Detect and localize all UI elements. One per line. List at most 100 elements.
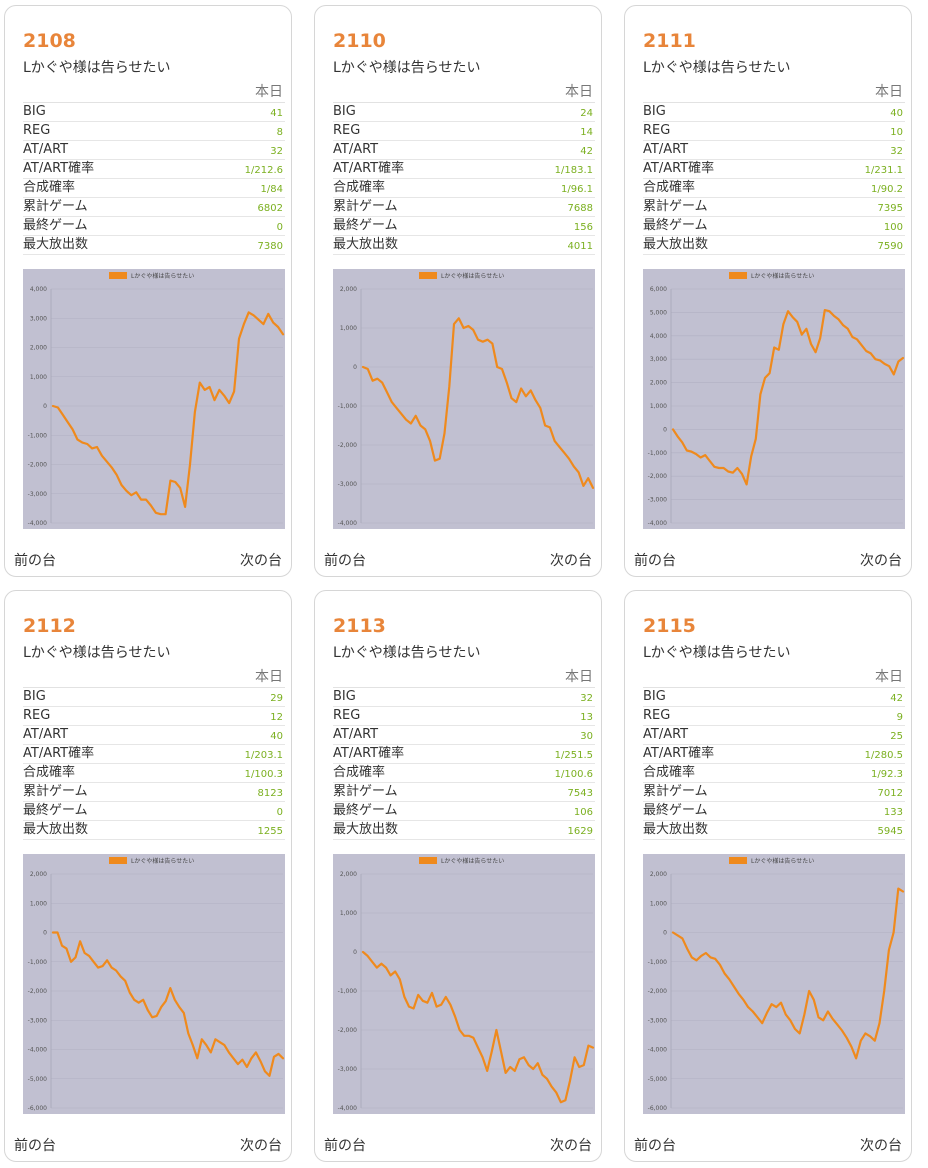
prev-machine-link[interactable]: 前の台 xyxy=(14,553,56,569)
stat-row: 合成確率 1/90.2 xyxy=(643,179,905,198)
stat-row: REG 12 xyxy=(23,707,285,726)
stat-value: 106 xyxy=(573,807,593,818)
stat-label: REG xyxy=(23,708,51,723)
stat-row: AT/ART 32 xyxy=(23,141,285,160)
stat-row: BIG 29 xyxy=(23,688,285,707)
stat-label: BIG xyxy=(643,104,666,119)
y-tick-label: -6,000 xyxy=(648,1105,668,1112)
stat-value: 9 xyxy=(896,712,903,723)
stat-label: AT/ART xyxy=(23,142,69,157)
stats-table: 本日 BIG 40 REG 10 AT/ART 32 AT/ART確率 1/231.1 合成確率… xyxy=(643,82,905,255)
stat-value: 7380 xyxy=(257,241,283,252)
stat-label: 合成確率 xyxy=(23,180,76,195)
prev-machine-link[interactable]: 前の台 xyxy=(634,553,676,569)
slump-chart: 2,000 1,000 0 -1,000 -2,000 -3,000 -4,000 Lかぐや様… xyxy=(333,269,595,529)
stat-value: 1/231.1 xyxy=(864,165,903,176)
stat-value: 32 xyxy=(890,146,903,157)
y-tick-label: -5,000 xyxy=(648,1076,668,1083)
stat-label: 最終ゲーム xyxy=(643,218,708,233)
chart-svg: 6,000 5,000 4,000 3,000 2,000 1,000 0 -1,000 -2,… xyxy=(643,269,905,529)
machine-name: Lかぐや様は告らせたい xyxy=(643,645,791,661)
stat-value: 25 xyxy=(890,731,903,742)
next-machine-link[interactable]: 次の台 xyxy=(550,553,592,569)
stat-row: REG 14 xyxy=(333,122,595,141)
stat-label: BIG xyxy=(23,104,46,119)
y-tick-label: 2,000 xyxy=(650,380,667,387)
machine-number[interactable]: 2108 xyxy=(23,30,76,52)
series-line xyxy=(361,317,595,489)
legend-swatch xyxy=(419,272,437,279)
prev-machine-link[interactable]: 前の台 xyxy=(14,1138,56,1154)
stat-label: AT/ART xyxy=(643,142,689,157)
machine-number[interactable]: 2113 xyxy=(333,615,386,637)
y-tick-label: -1,000 xyxy=(28,959,48,966)
stat-label: 最大放出数 xyxy=(643,237,709,252)
machine-number[interactable]: 2115 xyxy=(643,615,696,637)
y-tick-label: -4,000 xyxy=(648,520,668,527)
stats-table: 本日 BIG 41 REG 8 AT/ART 32 AT/ART確率 1/212.6 合成確率 1… xyxy=(23,82,285,255)
machine-number[interactable]: 2110 xyxy=(333,30,386,52)
stat-label: 累計ゲーム xyxy=(333,784,398,799)
next-machine-link[interactable]: 次の台 xyxy=(860,1138,902,1154)
stat-row: REG 8 xyxy=(23,122,285,141)
y-tick-label: -3,000 xyxy=(648,497,668,504)
stat-row: BIG 42 xyxy=(643,688,905,707)
y-tick-label: -4,000 xyxy=(28,520,48,527)
machine-number[interactable]: 2112 xyxy=(23,615,76,637)
y-tick-label: 5,000 xyxy=(650,309,667,316)
stat-row: AT/ART 40 xyxy=(23,726,285,745)
y-tick-label: 0 xyxy=(353,364,357,371)
next-machine-link[interactable]: 次の台 xyxy=(240,553,282,569)
stat-value: 7688 xyxy=(567,203,593,214)
y-tick-label: 1,000 xyxy=(340,910,357,917)
stat-value: 1/212.6 xyxy=(244,165,283,176)
legend-swatch xyxy=(729,272,747,279)
machine-card-2115: 2115 Lかぐや様は告らせたい 本日 BIG 42 REG 9 AT/ART 25 AT/… xyxy=(624,590,912,1162)
stat-row: 最終ゲーム 0 xyxy=(23,217,285,236)
stat-label: REG xyxy=(333,123,361,138)
stat-row: 最大放出数 4011 xyxy=(333,236,595,255)
y-tick-label: -4,000 xyxy=(338,520,358,527)
series-line xyxy=(671,887,905,1060)
next-machine-link[interactable]: 次の台 xyxy=(860,553,902,569)
machine-number[interactable]: 2111 xyxy=(643,30,696,52)
stat-label: BIG xyxy=(333,104,356,119)
y-tick-label: -4,000 xyxy=(648,1047,668,1054)
stat-value: 32 xyxy=(580,693,593,704)
chart-background xyxy=(23,269,285,529)
stat-row: BIG 24 xyxy=(333,103,595,122)
chart-svg: 2,000 1,000 0 -1,000 -2,000 -3,000 -4,000 Lかぐや様… xyxy=(333,269,595,529)
stat-value: 1/100.6 xyxy=(554,769,593,780)
stats-table: 本日 BIG 29 REG 12 AT/ART 40 AT/ART確率 1/203.1 合成確率… xyxy=(23,667,285,840)
y-tick-label: 4,000 xyxy=(30,286,47,293)
next-machine-link[interactable]: 次の台 xyxy=(550,1138,592,1154)
prev-machine-link[interactable]: 前の台 xyxy=(634,1138,676,1154)
next-machine-link[interactable]: 次の台 xyxy=(240,1138,282,1154)
y-tick-label: -1,000 xyxy=(338,988,358,995)
y-tick-label: -4,000 xyxy=(338,1105,358,1112)
prev-machine-link[interactable]: 前の台 xyxy=(324,1138,366,1154)
machine-card-2111: 2111 Lかぐや様は告らせたい 本日 BIG 40 REG 10 AT/ART 32 AT… xyxy=(624,5,912,577)
prev-machine-link[interactable]: 前の台 xyxy=(324,553,366,569)
slump-chart: 4,000 3,000 2,000 1,000 0 -1,000 -2,000 -3,000 -… xyxy=(23,269,285,529)
stat-row: AT/ART 30 xyxy=(333,726,595,745)
stat-label: BIG xyxy=(23,689,46,704)
stat-value: 1/92.3 xyxy=(871,769,903,780)
stat-row: 合成確率 1/100.6 xyxy=(333,764,595,783)
stat-label: 累計ゲーム xyxy=(23,199,88,214)
stat-row: 合成確率 1/92.3 xyxy=(643,764,905,783)
stat-value: 7590 xyxy=(877,241,903,252)
stat-value: 1629 xyxy=(567,826,593,837)
stat-value: 41 xyxy=(270,108,283,119)
stat-row: 最終ゲーム 106 xyxy=(333,802,595,821)
slump-chart: 6,000 5,000 4,000 3,000 2,000 1,000 0 -1,000 -2,… xyxy=(643,269,905,529)
stat-value: 5945 xyxy=(877,826,903,837)
stat-value: 1255 xyxy=(257,826,283,837)
y-tick-label: -3,000 xyxy=(648,1017,668,1024)
stat-label: 累計ゲーム xyxy=(23,784,88,799)
stat-label: 最大放出数 xyxy=(333,237,399,252)
series-line xyxy=(361,950,595,1104)
chart-svg: 2,000 1,000 0 -1,000 -2,000 -3,000 -4,000 -5,00… xyxy=(643,854,905,1114)
stat-value: 42 xyxy=(890,693,903,704)
stat-row: 最終ゲーム 0 xyxy=(23,802,285,821)
